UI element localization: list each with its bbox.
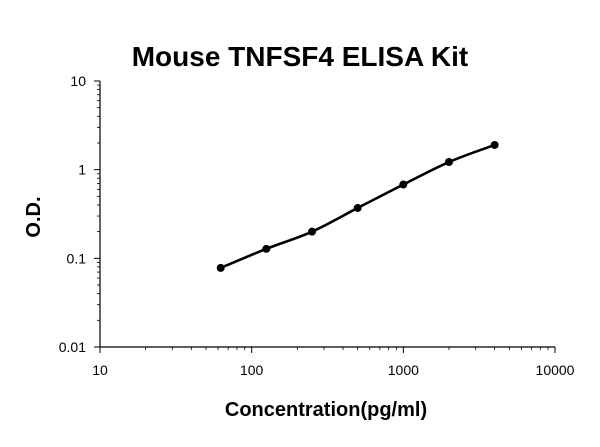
data-point — [444, 158, 453, 167]
axes: 0.01 0.1 1 10 10 100 1000 10000 — [59, 73, 575, 378]
plot-area — [216, 140, 499, 272]
y-tick-label: 0.01 — [59, 339, 86, 355]
y-axis-label: O.D. — [23, 196, 45, 237]
data-point — [216, 263, 225, 272]
x-tick-label: 100 — [240, 362, 264, 378]
data-point — [262, 244, 271, 253]
x-tick-label: 10000 — [536, 362, 575, 378]
data-point — [490, 140, 499, 149]
y-tick-label: 1 — [78, 162, 86, 178]
chart-title: Mouse TNFSF4 ELISA Kit — [132, 41, 469, 72]
y-tick-label: 0.1 — [67, 250, 87, 266]
y-tick-label: 10 — [70, 73, 86, 89]
x-tick-label: 10 — [92, 362, 108, 378]
data-point — [308, 227, 317, 236]
x-tick-label: 1000 — [388, 362, 419, 378]
x-axis-label: Concentration(pg/ml) — [225, 399, 427, 421]
data-point — [399, 180, 408, 189]
data-point — [353, 203, 362, 212]
